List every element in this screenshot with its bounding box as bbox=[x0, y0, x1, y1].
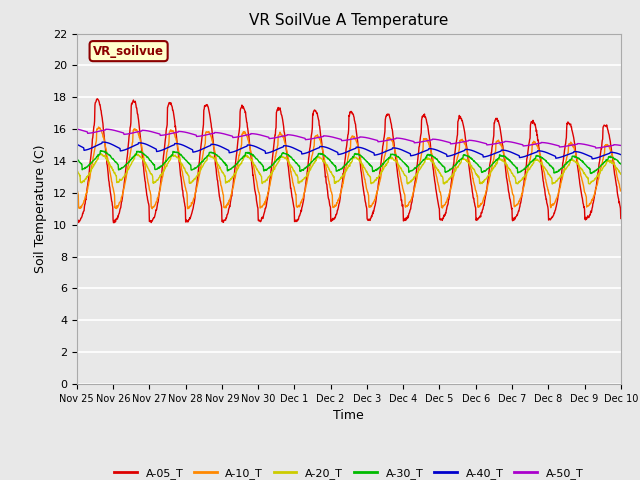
A-05_T bbox=[73, 217, 81, 223]
A-05_T bbox=[116, 208, 124, 214]
A-50_T bbox=[592, 145, 600, 151]
A-40_T bbox=[588, 156, 596, 162]
A-50_T bbox=[115, 129, 123, 134]
Line: A-40_T: A-40_T bbox=[77, 142, 621, 159]
A-30_T bbox=[97, 148, 105, 154]
A-10_T bbox=[73, 185, 81, 191]
A-50_T bbox=[315, 134, 323, 140]
A-20_T bbox=[304, 169, 312, 175]
Line: A-50_T: A-50_T bbox=[77, 129, 621, 148]
A-40_T bbox=[115, 145, 123, 151]
A-10_T bbox=[316, 135, 323, 141]
A-50_T bbox=[304, 136, 312, 142]
Legend: A-05_T, A-10_T, A-20_T, A-30_T, A-40_T, A-50_T: A-05_T, A-10_T, A-20_T, A-30_T, A-40_T, … bbox=[110, 464, 588, 480]
A-05_T bbox=[617, 216, 625, 221]
A-40_T bbox=[325, 145, 333, 151]
Line: A-30_T: A-30_T bbox=[77, 151, 621, 174]
A-10_T bbox=[184, 206, 192, 212]
A-20_T bbox=[325, 167, 333, 172]
Line: A-05_T: A-05_T bbox=[77, 99, 621, 223]
A-30_T bbox=[115, 167, 123, 173]
A-30_T bbox=[325, 156, 333, 162]
A-50_T bbox=[383, 138, 390, 144]
A-40_T bbox=[73, 142, 81, 147]
A-20_T bbox=[97, 151, 104, 156]
A-30_T bbox=[73, 156, 81, 161]
A-40_T bbox=[138, 140, 145, 146]
A-50_T bbox=[617, 143, 625, 148]
Line: A-20_T: A-20_T bbox=[77, 154, 621, 184]
A-20_T bbox=[383, 161, 390, 167]
A-50_T bbox=[137, 128, 145, 134]
A-10_T bbox=[617, 188, 625, 194]
A-10_T bbox=[383, 136, 391, 142]
A-05_T bbox=[305, 159, 312, 165]
A-40_T bbox=[304, 149, 312, 155]
A-30_T bbox=[304, 163, 312, 169]
A-20_T bbox=[73, 167, 81, 172]
Line: A-10_T: A-10_T bbox=[77, 127, 621, 209]
A-50_T bbox=[73, 126, 81, 132]
A-40_T bbox=[99, 139, 106, 145]
X-axis label: Time: Time bbox=[333, 409, 364, 422]
A-10_T bbox=[95, 124, 102, 130]
A-05_T bbox=[316, 123, 323, 129]
A-05_T bbox=[383, 111, 391, 117]
A-05_T bbox=[93, 96, 101, 102]
A-05_T bbox=[110, 220, 118, 226]
A-30_T bbox=[383, 157, 390, 163]
A-20_T bbox=[316, 155, 323, 161]
A-40_T bbox=[383, 148, 390, 154]
A-20_T bbox=[617, 171, 625, 177]
A-05_T bbox=[138, 147, 146, 153]
A-30_T bbox=[617, 161, 625, 167]
A-10_T bbox=[115, 200, 123, 205]
Text: VR_soilvue: VR_soilvue bbox=[93, 45, 164, 58]
A-10_T bbox=[326, 181, 333, 187]
A-10_T bbox=[138, 142, 145, 147]
A-20_T bbox=[115, 179, 123, 184]
A-30_T bbox=[588, 171, 595, 177]
Title: VR SoilVue A Temperature: VR SoilVue A Temperature bbox=[249, 13, 449, 28]
A-20_T bbox=[548, 181, 556, 187]
Y-axis label: Soil Temperature (C): Soil Temperature (C) bbox=[35, 144, 47, 273]
A-40_T bbox=[316, 145, 323, 151]
A-20_T bbox=[138, 155, 145, 161]
A-30_T bbox=[316, 151, 323, 156]
A-40_T bbox=[617, 152, 625, 157]
A-50_T bbox=[325, 133, 333, 139]
A-05_T bbox=[326, 200, 333, 206]
A-10_T bbox=[305, 172, 312, 178]
A-30_T bbox=[138, 149, 145, 155]
